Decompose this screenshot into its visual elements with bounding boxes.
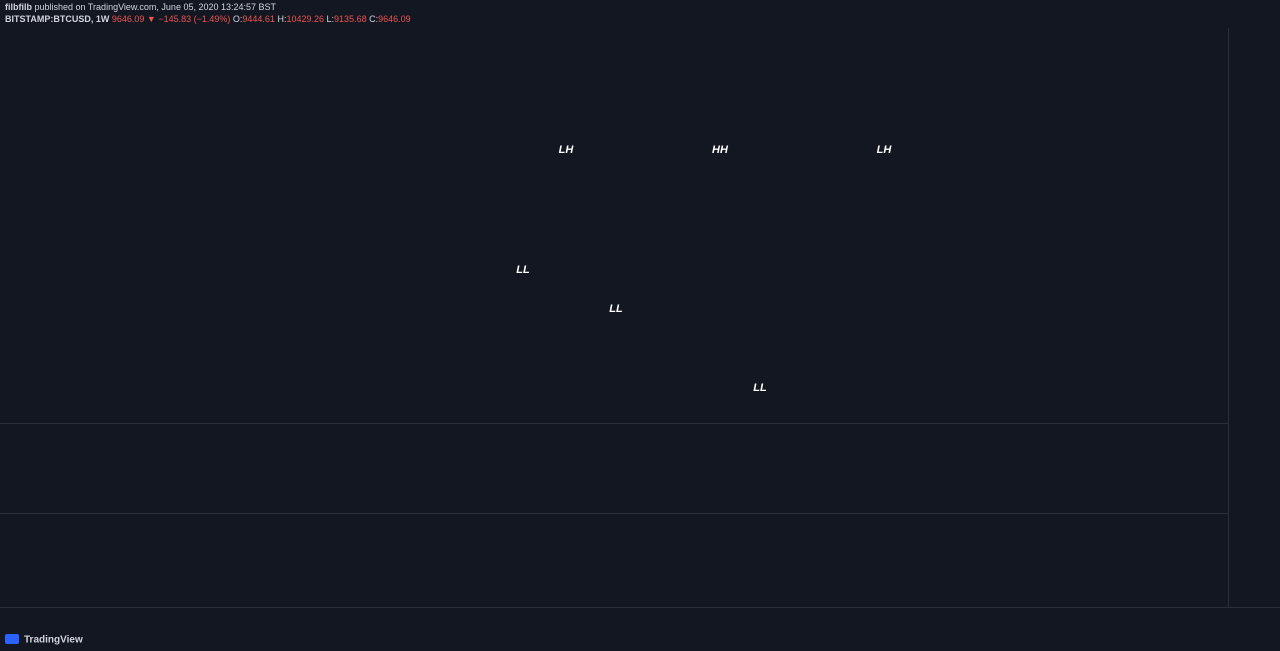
header-line-2: BITSTAMP:BTCUSD, 1W 9646.09 ▼ −145.83 (−…	[5, 14, 411, 24]
author: filbfilb	[5, 2, 32, 12]
ohlc-label: O:	[233, 14, 243, 24]
published: published on TradingView.com, June 05, 2…	[35, 2, 277, 12]
header-line-1: filbfilb published on TradingView.com, J…	[5, 2, 277, 12]
ohlc-label: L:	[327, 14, 335, 24]
annotation: LL	[609, 303, 623, 315]
price: 9646.09	[112, 14, 145, 24]
ohlc-value: 9444.61	[242, 14, 275, 24]
symbol: BITSTAMP:BTCUSD, 1W	[5, 14, 110, 24]
change: ▼ −145.83 (−1.49%)	[147, 14, 230, 24]
ohlc-label: H:	[277, 14, 286, 24]
annotation: HH	[712, 144, 729, 156]
annotation: LH	[877, 144, 893, 156]
brand: TradingView	[24, 635, 83, 646]
annotation: LL	[516, 264, 530, 276]
ohlc-value: 10429.26	[286, 14, 324, 24]
annotation: LL	[753, 382, 767, 394]
ohlc-label: C:	[369, 14, 378, 24]
ohlc-value: 9135.68	[334, 14, 367, 24]
footer-logo: TradingView	[5, 634, 83, 646]
ohlc-value: 9646.09	[378, 14, 411, 24]
annotation: LH	[559, 144, 575, 156]
logo-icon	[5, 634, 19, 644]
